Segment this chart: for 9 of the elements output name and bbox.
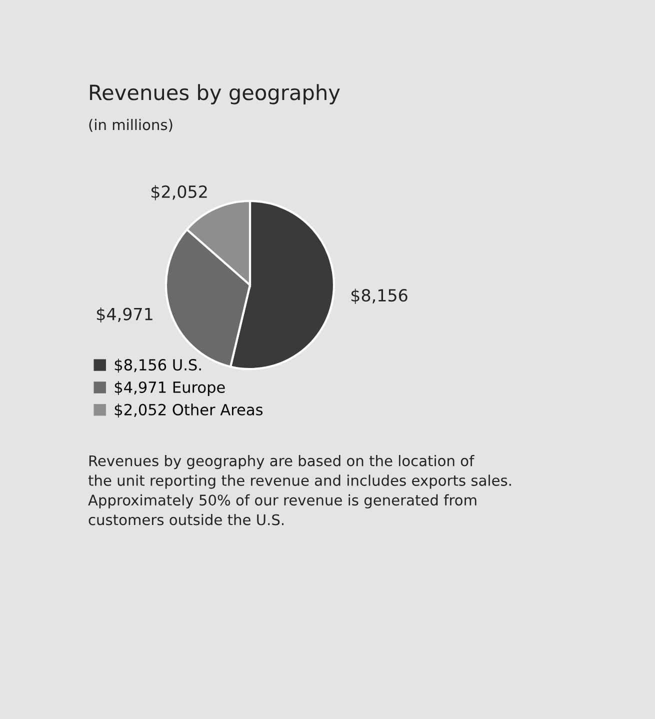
chart-subtitle: (in millions): [89, 118, 172, 132]
legend-label: $4,971 Europe: [114, 381, 225, 396]
legend-label: $2,052 Other Areas: [114, 404, 263, 418]
data-label: $2,052: [152, 185, 207, 200]
legend-label: $8,156 U.S.: [114, 358, 201, 373]
text: Revenues by geography are based on the location of the unit reporting the revenue and includes exports sales. Approximately 50% of our revenue is generated from customers outside the U.S.: [88, 455, 511, 526]
data-label: $4,971: [96, 307, 152, 323]
chart-title: Revenues by geography: [90, 84, 340, 104]
data-label: $8,156: [351, 288, 408, 304]
